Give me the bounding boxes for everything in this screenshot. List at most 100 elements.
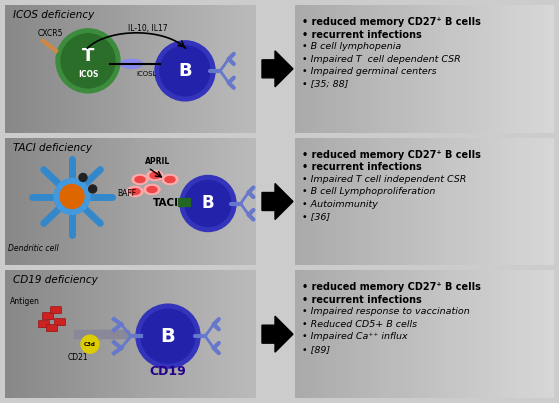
Ellipse shape xyxy=(135,177,145,183)
Text: • reduced memory CD27⁺ B cells: • reduced memory CD27⁺ B cells xyxy=(302,150,481,160)
Bar xyxy=(424,270,430,398)
Bar xyxy=(461,270,466,398)
Bar xyxy=(45,5,50,133)
Bar xyxy=(295,270,301,398)
Bar xyxy=(140,138,145,265)
Bar xyxy=(60,138,65,265)
Bar xyxy=(35,270,40,398)
Bar xyxy=(378,270,383,398)
Bar xyxy=(145,5,150,133)
Bar xyxy=(250,270,255,398)
Bar xyxy=(150,270,155,398)
Bar xyxy=(60,5,65,133)
Bar xyxy=(409,5,415,133)
Bar xyxy=(135,270,140,398)
Bar xyxy=(95,270,101,398)
Bar xyxy=(440,138,446,265)
Bar xyxy=(331,5,337,133)
Bar xyxy=(25,138,31,265)
Bar xyxy=(435,138,440,265)
Bar xyxy=(120,270,126,398)
Bar xyxy=(481,138,487,265)
Bar xyxy=(352,138,358,265)
Bar xyxy=(170,270,176,398)
Bar xyxy=(50,5,55,133)
Text: BAFF: BAFF xyxy=(117,189,136,199)
Bar xyxy=(55,138,60,265)
Bar xyxy=(220,270,225,398)
Bar xyxy=(508,270,513,398)
Bar xyxy=(538,138,544,265)
Text: • Impaired T cell independent CSR: • Impaired T cell independent CSR xyxy=(302,174,466,184)
Bar xyxy=(389,270,394,398)
Bar xyxy=(497,270,503,398)
Bar xyxy=(80,5,86,133)
Circle shape xyxy=(141,309,195,363)
Bar xyxy=(125,138,130,265)
Bar xyxy=(90,138,96,265)
Bar xyxy=(300,5,306,133)
Bar xyxy=(175,270,181,398)
Bar xyxy=(367,5,373,133)
Bar xyxy=(140,5,145,133)
Bar xyxy=(456,138,461,265)
Bar xyxy=(362,138,368,265)
Bar xyxy=(160,5,165,133)
Bar xyxy=(528,138,534,265)
Bar xyxy=(430,5,435,133)
FancyArrow shape xyxy=(262,183,293,220)
Bar xyxy=(513,270,518,398)
FancyBboxPatch shape xyxy=(39,321,50,328)
Bar xyxy=(235,270,240,398)
Bar xyxy=(245,270,250,398)
Bar xyxy=(65,270,70,398)
Circle shape xyxy=(185,181,231,226)
Bar xyxy=(245,138,250,265)
Bar xyxy=(120,5,126,133)
Bar xyxy=(538,5,544,133)
Circle shape xyxy=(155,41,215,101)
Bar xyxy=(190,138,196,265)
Text: • recurrent infections: • recurrent infections xyxy=(302,162,421,172)
Bar xyxy=(409,270,415,398)
Bar xyxy=(513,138,518,265)
Bar xyxy=(105,5,111,133)
Bar xyxy=(523,5,529,133)
Bar xyxy=(230,5,235,133)
Bar xyxy=(451,138,456,265)
Bar xyxy=(445,5,451,133)
Bar xyxy=(430,138,435,265)
Bar xyxy=(115,138,121,265)
Bar xyxy=(394,138,399,265)
Bar xyxy=(180,138,186,265)
Text: • [36]: • [36] xyxy=(302,212,330,221)
Bar xyxy=(190,270,196,398)
Bar xyxy=(225,138,230,265)
Bar xyxy=(40,5,45,133)
Bar xyxy=(210,270,216,398)
Text: • recurrent infections: • recurrent infections xyxy=(302,29,421,39)
Bar xyxy=(95,5,101,133)
Bar xyxy=(245,5,250,133)
Text: Antigen: Antigen xyxy=(10,297,40,306)
Bar xyxy=(178,197,190,206)
Bar xyxy=(110,270,116,398)
Bar xyxy=(125,5,130,133)
Bar xyxy=(240,138,245,265)
Bar xyxy=(326,270,331,398)
Bar xyxy=(326,5,331,133)
Bar xyxy=(230,138,235,265)
Bar xyxy=(321,5,326,133)
Bar xyxy=(399,270,404,398)
Bar xyxy=(185,270,191,398)
Bar xyxy=(466,270,472,398)
Bar xyxy=(50,270,55,398)
Bar xyxy=(155,5,160,133)
Bar xyxy=(205,138,211,265)
Bar xyxy=(70,5,75,133)
Bar xyxy=(352,270,358,398)
Bar xyxy=(195,270,201,398)
Bar xyxy=(60,270,65,398)
Bar xyxy=(440,270,446,398)
Bar xyxy=(165,270,170,398)
